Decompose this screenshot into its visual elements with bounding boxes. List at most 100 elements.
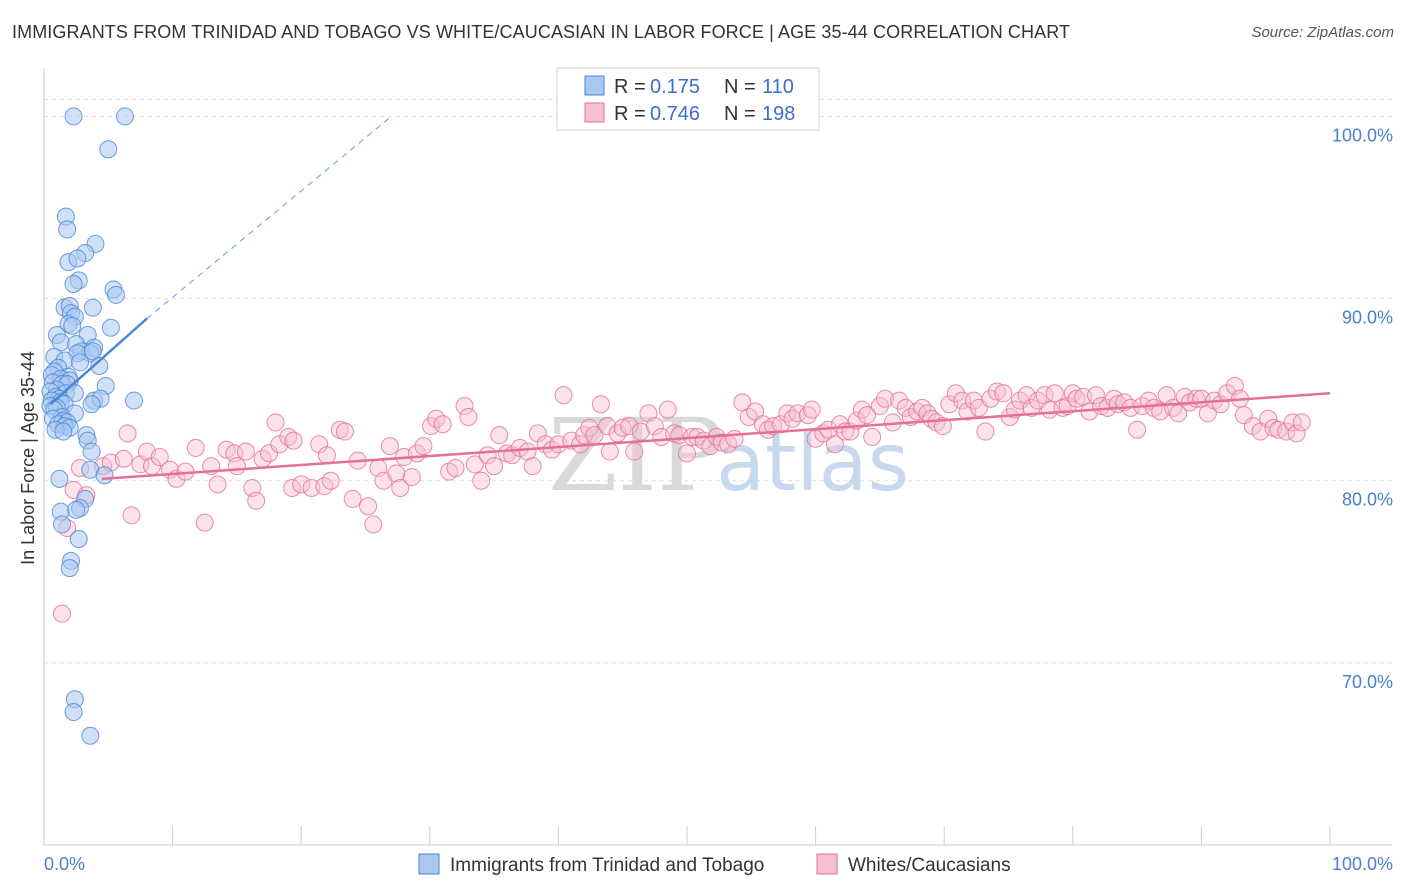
immigrants-point-4 xyxy=(58,220,77,239)
y-tick-label-90: 90.0% xyxy=(1342,308,1393,328)
y-tick-label-80: 80.0% xyxy=(1342,490,1393,510)
whites-point-48 xyxy=(380,437,399,456)
whites-point-148 xyxy=(987,382,1006,401)
whites-point-139 xyxy=(933,417,952,436)
legend-swatch-whites xyxy=(584,102,605,123)
whites-point-54 xyxy=(414,437,433,456)
whites-point-13 xyxy=(150,448,169,467)
whites-point-23 xyxy=(227,457,246,476)
whites-point-131 xyxy=(890,391,909,410)
whites-point-70 xyxy=(518,442,537,461)
whites-point-39 xyxy=(321,471,340,490)
legend-n-label-1: N = xyxy=(724,76,756,98)
immigrants-trend-line xyxy=(49,317,148,406)
immigrants-point-12 xyxy=(107,285,126,304)
legend-n-value-whites: 198 xyxy=(762,103,795,125)
grid-lines xyxy=(44,98,1392,664)
y-axis-label: In Labor Force | Age 35-44 xyxy=(18,351,38,565)
whites-point-104 xyxy=(725,429,744,448)
whites-point-172 xyxy=(1128,420,1147,439)
y-tick-label-100: 100.0% xyxy=(1332,125,1393,145)
immigrants-point-69 xyxy=(54,422,73,441)
legend-swatch-immigrants xyxy=(584,75,605,96)
chart-title: IMMIGRANTS FROM TRINIDAD AND TOBAGO VS W… xyxy=(12,22,1071,42)
whites-point-65 xyxy=(485,457,504,476)
immigrants-point-72 xyxy=(82,442,101,461)
whites-point-197 xyxy=(1283,413,1302,432)
whites-point-158 xyxy=(1045,384,1064,403)
immigrants-point-53 xyxy=(125,391,144,410)
whites-point-87 xyxy=(620,417,639,436)
whites-point-8 xyxy=(118,424,137,443)
y-tick-label-70: 70.0% xyxy=(1342,672,1393,692)
immigrants-point-0 xyxy=(64,107,83,126)
whites-point-62 xyxy=(465,455,484,474)
whites-point-59 xyxy=(446,458,465,477)
whites-point-0 xyxy=(53,604,72,623)
whites-point-127 xyxy=(863,428,882,446)
bottom-legend-swatch-whites xyxy=(816,853,838,875)
whites-point-195 xyxy=(1269,420,1288,439)
whites-point-198 xyxy=(1287,424,1306,443)
whites-point-66 xyxy=(490,426,509,445)
whites-point-113 xyxy=(783,409,802,428)
whites-point-50 xyxy=(391,479,410,497)
whites-point-26 xyxy=(247,491,266,510)
source-credit: Source: ZipAtlas.com xyxy=(1251,24,1394,41)
whites-point-61 xyxy=(459,407,478,426)
whites-point-146 xyxy=(976,422,995,441)
immigrants-point-75 xyxy=(50,469,69,488)
x-tick-label-0: 0.0% xyxy=(44,854,85,874)
immigrants-point-20 xyxy=(101,318,120,337)
whites-point-91 xyxy=(645,417,664,436)
whites-point-20 xyxy=(208,475,227,494)
whites-point-86 xyxy=(613,418,632,437)
whites-point-83 xyxy=(598,417,617,436)
whites-point-9 xyxy=(122,506,141,525)
whites-point-82 xyxy=(591,395,610,414)
immigrants-point-74 xyxy=(95,466,114,485)
immigrants-point-83 xyxy=(60,559,79,578)
whites-point-93 xyxy=(658,400,677,419)
whites-point-88 xyxy=(625,442,644,461)
whites-point-41 xyxy=(335,422,354,441)
immigrants-point-2 xyxy=(99,140,118,159)
whites-point-76 xyxy=(554,386,573,405)
whites-point-154 xyxy=(1022,398,1041,417)
whites-point-137 xyxy=(922,409,941,428)
whites-point-60 xyxy=(455,397,474,416)
whites-point-34 xyxy=(292,475,311,494)
legend: R = 0.175 N = 110 R = 0.746 N = 198 xyxy=(556,67,820,131)
bottom-legend: Immigrants from Trinidad and Tobago Whit… xyxy=(418,853,1011,876)
whites-point-126 xyxy=(858,406,877,425)
whites-point-96 xyxy=(678,444,696,463)
whites-point-143 xyxy=(958,402,977,421)
whites-point-110 xyxy=(764,417,783,436)
axes xyxy=(43,68,1392,846)
whites-point-71 xyxy=(523,457,542,476)
immigrants-trend-extension xyxy=(146,115,392,320)
whites-point-63 xyxy=(472,471,491,490)
whites-trend-line xyxy=(101,392,1331,481)
whites-point-116 xyxy=(802,400,821,419)
whites-point-24 xyxy=(236,442,255,461)
whites-point-112 xyxy=(778,404,797,423)
immigrants-point-33 xyxy=(90,356,109,375)
whites-point-38 xyxy=(317,446,336,465)
whites-point-89 xyxy=(631,422,650,441)
whites-point-30 xyxy=(270,435,289,454)
legend-r-label-2: R = xyxy=(614,103,646,125)
whites-point-165 xyxy=(1086,386,1105,405)
legend-n-value-immigrants: 110 xyxy=(762,76,794,98)
whites-point-7 xyxy=(114,449,133,468)
watermark: ZIP atlas xyxy=(548,397,909,514)
immigrants-point-32 xyxy=(71,353,90,372)
whites-point-28 xyxy=(260,444,279,463)
whites-point-52 xyxy=(402,468,421,487)
y-tick-labels: 70.0% 80.0% 90.0% 100.0% xyxy=(1332,125,1393,691)
whites-point-57 xyxy=(433,415,452,434)
watermark-atlas: atlas xyxy=(716,416,909,509)
whites-point-31 xyxy=(279,428,298,446)
whites-point-17 xyxy=(186,438,205,457)
